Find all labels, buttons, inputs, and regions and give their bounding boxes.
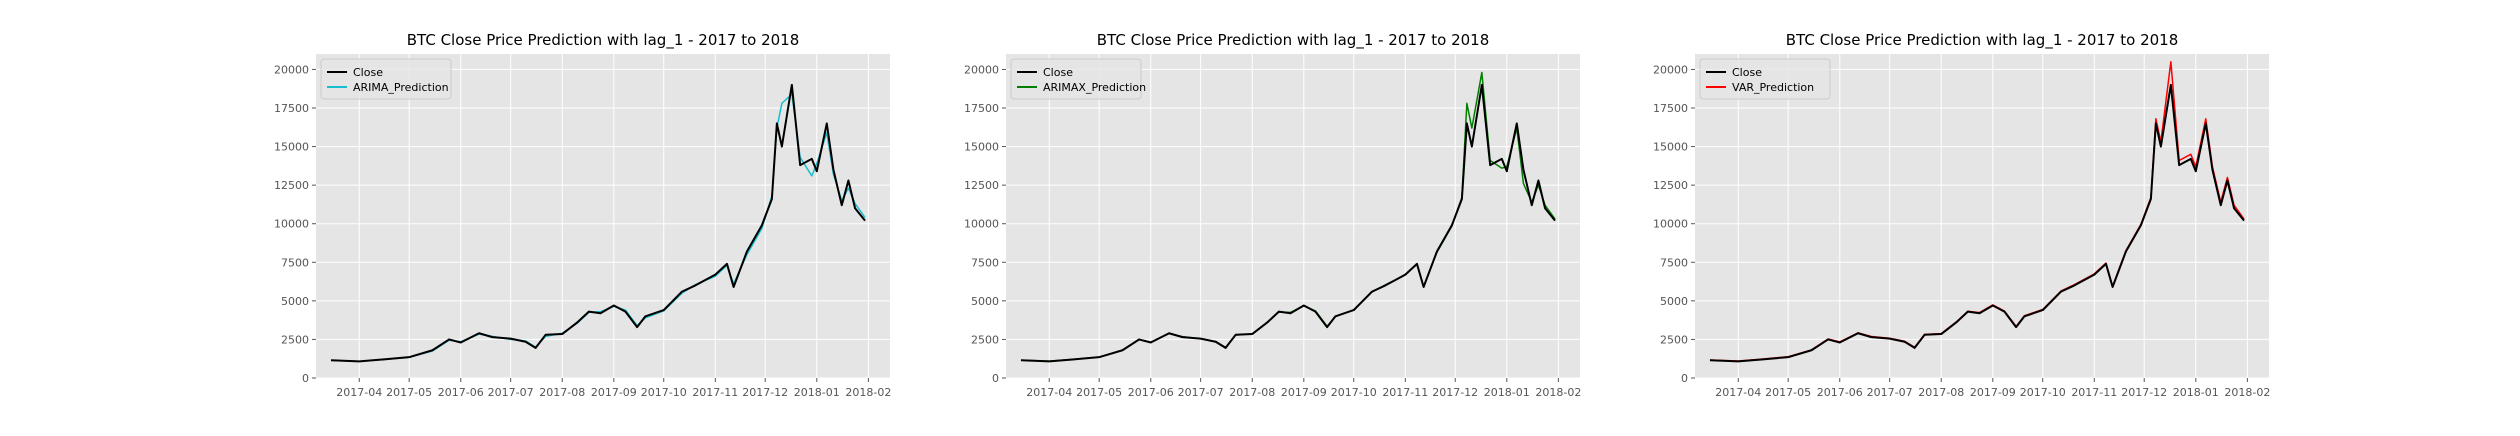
legend: Close VAR_Prediction bbox=[1699, 58, 1831, 100]
legend-label: ARIMAX_Prediction bbox=[1043, 81, 1146, 94]
legend-label: Close bbox=[353, 66, 383, 79]
y-tick-label: 10000 bbox=[964, 218, 999, 231]
y-tick-label: 20000 bbox=[1653, 63, 1688, 76]
x-tick-label: 2017-06 bbox=[1128, 386, 1174, 399]
y-tick-label: 17500 bbox=[964, 102, 999, 115]
plot-area bbox=[1006, 54, 1580, 378]
x-tick-label: 2017-12 bbox=[1432, 386, 1478, 399]
y-tick-label: 7500 bbox=[971, 256, 999, 269]
y-tick-label: 7500 bbox=[1660, 256, 1688, 269]
x-tick-label: 2017-09 bbox=[1281, 386, 1327, 399]
y-tick-label: 7500 bbox=[281, 256, 309, 269]
x-tick-label: 2017-05 bbox=[1765, 386, 1811, 399]
y-tick-label: 17500 bbox=[274, 102, 309, 115]
legend-label: VAR_Prediction bbox=[1732, 81, 1814, 94]
x-tick-label: 2017-09 bbox=[1970, 386, 2016, 399]
y-tick-label: 15000 bbox=[274, 141, 309, 154]
legend-label: ARIMA_Prediction bbox=[353, 81, 449, 94]
x-tick-label: 2017-06 bbox=[1817, 386, 1863, 399]
y-tick-label: 12500 bbox=[964, 179, 999, 192]
legend-box bbox=[1699, 58, 1831, 100]
chart-title: BTC Close Price Prediction with lag_1 - … bbox=[1097, 31, 1490, 50]
x-tick-label: 2017-05 bbox=[386, 386, 432, 399]
plot-area bbox=[316, 54, 890, 378]
x-tick-label: 2017-06 bbox=[438, 386, 484, 399]
x-tick-label: 2018-02 bbox=[2224, 386, 2270, 399]
x-tick-label: 2017-12 bbox=[742, 386, 788, 399]
x-tick-label: 2017-11 bbox=[2071, 386, 2117, 399]
y-tick-label: 15000 bbox=[1653, 141, 1688, 154]
y-tick-label: 0 bbox=[302, 372, 309, 385]
legend: Close ARIMAX_Prediction bbox=[1010, 58, 1146, 100]
x-tick-label: 2017-10 bbox=[2020, 386, 2066, 399]
x-tick-label: 2017-12 bbox=[2121, 386, 2167, 399]
legend-label: Close bbox=[1732, 66, 1762, 79]
series-line-close bbox=[330, 83, 866, 363]
chart-panel-2: 0 2500 5000 7500 10000 12500 15000 17500 20000 20… bbox=[964, 31, 1581, 399]
x-tick-label: 2017-10 bbox=[641, 386, 687, 399]
x-tick-label: 2017-08 bbox=[1918, 386, 1964, 399]
y-tick-label: 0 bbox=[992, 372, 999, 385]
x-tick-label: 2017-07 bbox=[488, 386, 534, 399]
x-tick-label: 2018-01 bbox=[794, 386, 840, 399]
legend-label: Close bbox=[1043, 66, 1073, 79]
y-tick-label: 5000 bbox=[1660, 295, 1688, 308]
plot-area bbox=[1695, 54, 2269, 378]
y-tick-label: 17500 bbox=[1653, 102, 1688, 115]
legend-box bbox=[320, 58, 452, 100]
chart-panel-3: 0 2500 5000 7500 10000 12500 15000 17500 20000 20… bbox=[1653, 31, 2270, 399]
x-tick-label: 2017-08 bbox=[539, 386, 585, 399]
y-tick-label: 2500 bbox=[1660, 333, 1688, 346]
series-line-close bbox=[1709, 83, 2245, 363]
y-tick-label: 2500 bbox=[281, 333, 309, 346]
x-tick-label: 2018-01 bbox=[2173, 386, 2219, 399]
legend-box bbox=[1010, 58, 1142, 100]
chart-panel-1: 0 2500 5000 7500 10000 12500 15000 17500 20000 20… bbox=[274, 31, 891, 399]
y-tick-label: 20000 bbox=[274, 63, 309, 76]
chart-title: BTC Close Price Prediction with lag_1 - … bbox=[1786, 31, 2179, 50]
x-tick-label: 2017-05 bbox=[1076, 386, 1122, 399]
y-tick-label: 10000 bbox=[274, 218, 309, 231]
x-tick-label: 2017-04 bbox=[1026, 386, 1072, 399]
y-tick-label: 2500 bbox=[971, 333, 999, 346]
legend: Close ARIMA_Prediction bbox=[320, 58, 452, 100]
y-tick-label: 5000 bbox=[281, 295, 309, 308]
x-tick-label: 2017-04 bbox=[336, 386, 382, 399]
x-tick-label: 2017-09 bbox=[591, 386, 637, 399]
y-tick-label: 15000 bbox=[964, 141, 999, 154]
chart-title: BTC Close Price Prediction with lag_1 - … bbox=[407, 31, 800, 50]
y-tick-label: 10000 bbox=[1653, 218, 1688, 231]
x-tick-label: 2017-07 bbox=[1178, 386, 1224, 399]
y-tick-label: 20000 bbox=[964, 63, 999, 76]
x-tick-label: 2017-11 bbox=[692, 386, 738, 399]
x-tick-label: 2018-02 bbox=[1535, 386, 1581, 399]
x-tick-label: 2018-01 bbox=[1484, 386, 1530, 399]
x-tick-label: 2017-11 bbox=[1382, 386, 1428, 399]
y-tick-label: 12500 bbox=[274, 179, 309, 192]
y-tick-label: 0 bbox=[1681, 372, 1688, 385]
x-tick-label: 2017-08 bbox=[1229, 386, 1275, 399]
x-tick-label: 2018-02 bbox=[845, 386, 891, 399]
x-tick-label: 2017-04 bbox=[1715, 386, 1761, 399]
x-tick-label: 2017-10 bbox=[1331, 386, 1377, 399]
x-tick-label: 2017-07 bbox=[1867, 386, 1913, 399]
series-line-close bbox=[1020, 83, 1556, 363]
y-tick-label: 12500 bbox=[1653, 179, 1688, 192]
y-tick-label: 5000 bbox=[971, 295, 999, 308]
